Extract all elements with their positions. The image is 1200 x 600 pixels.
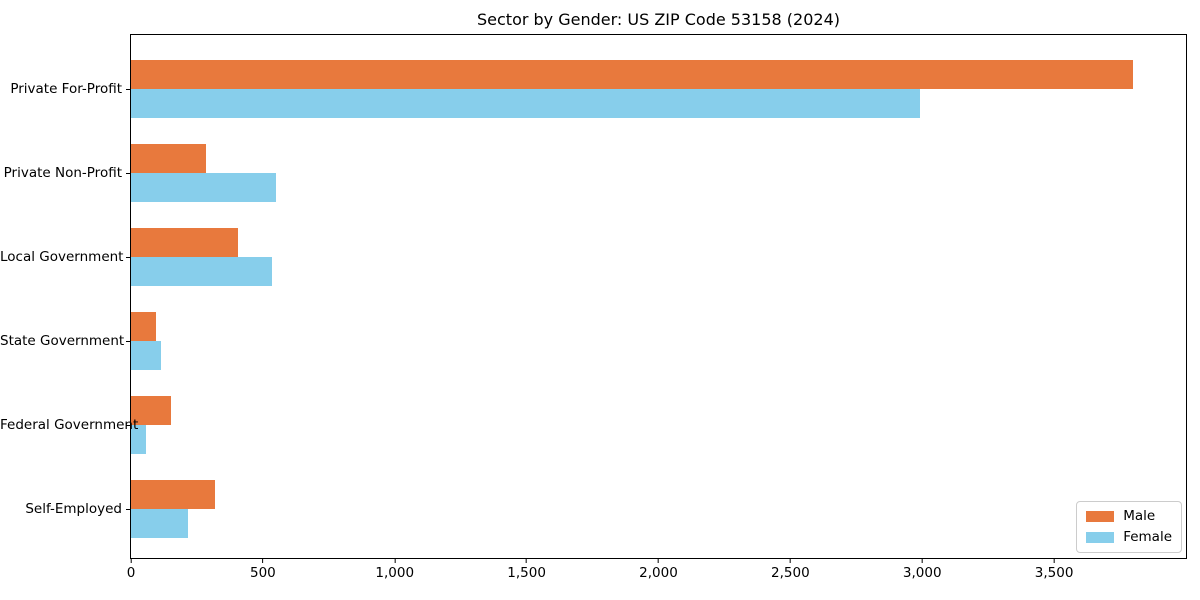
- y-axis-label: Private For-Profit: [10, 80, 122, 97]
- x-axis-tick-mark: [526, 559, 528, 563]
- bar-male-state-government: [131, 311, 157, 341]
- x-axis-tick-label: 500: [249, 565, 276, 581]
- y-axis-tick: [126, 256, 130, 258]
- x-axis-tick-label: 1,500: [507, 565, 546, 581]
- x-axis-tick-mark: [658, 559, 659, 563]
- bar-male-self-employed: [131, 480, 216, 510]
- x-axis-tick-mark: [130, 559, 132, 563]
- x-axis-tick: 1,000: [375, 559, 414, 581]
- bar-female-self-employed: [131, 509, 188, 539]
- x-axis-tick: 1,500: [507, 559, 546, 581]
- x-axis-tick: 2,500: [771, 559, 810, 581]
- x-axis-tick-mark: [262, 559, 264, 563]
- legend-label-male: Male: [1123, 508, 1156, 524]
- y-axis-tick: [126, 340, 130, 342]
- x-axis-tick: 500: [250, 559, 276, 581]
- x-axis-tick: 3,000: [903, 559, 942, 581]
- x-axis-tick-mark: [1053, 559, 1055, 563]
- legend-label-female: Female: [1123, 529, 1172, 545]
- y-axis-label: Private Non-Profit: [3, 164, 122, 181]
- bar-male-federal-government: [131, 396, 171, 425]
- y-axis-label: Federal Government: [0, 417, 139, 433]
- y-axis-label: Local Government: [0, 248, 124, 265]
- legend-item-female: Female: [1086, 530, 1172, 545]
- legend: Male Female: [1076, 501, 1182, 553]
- bar-male-private-non-profit: [131, 143, 207, 173]
- x-axis-tick-label: 1,000: [375, 565, 415, 581]
- y-axis-label: Self-Employed: [25, 501, 122, 518]
- y-axis-tick: [126, 509, 130, 511]
- bar-female-state-government: [131, 340, 162, 370]
- x-axis-tick: 3,500: [1034, 559, 1074, 581]
- legend-swatch-male: [1086, 511, 1115, 522]
- chart-title: Sector by Gender: US ZIP Code 53158 (202…: [477, 10, 840, 29]
- bar-female-private-for-profit: [131, 88, 920, 118]
- x-axis-tick-mark: [921, 559, 923, 563]
- x-axis-tick: 2,000: [639, 559, 678, 581]
- legend-item-male: Male: [1086, 509, 1172, 524]
- plot-area: Male Female: [130, 34, 1187, 559]
- y-axis-tick: [126, 425, 130, 426]
- legend-swatch-female: [1086, 532, 1115, 543]
- bar-female-private-non-profit: [131, 172, 277, 202]
- x-axis-tick-label: 2,500: [771, 565, 810, 581]
- bar-female-federal-government: [131, 425, 146, 454]
- y-axis-tick: [126, 172, 130, 174]
- x-axis-tick-label: 0: [126, 565, 136, 581]
- x-axis-tick-label: 3,000: [902, 565, 942, 581]
- x-axis-tick-label: 2,000: [639, 565, 678, 581]
- x-axis-tick-label: 3,500: [1034, 565, 1074, 581]
- y-axis-tick: [126, 88, 130, 90]
- x-axis-tick-mark: [394, 559, 396, 563]
- bar-male-private-for-profit: [131, 59, 1134, 89]
- bar-female-local-government: [131, 256, 273, 286]
- x-axis-tick-mark: [789, 559, 791, 563]
- bar-male-local-government: [131, 227, 238, 257]
- y-axis-label: State Government: [0, 332, 125, 349]
- x-axis-tick: 0: [126, 559, 136, 581]
